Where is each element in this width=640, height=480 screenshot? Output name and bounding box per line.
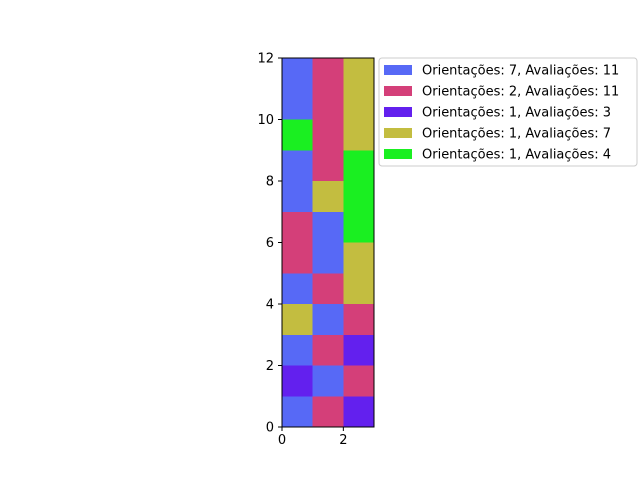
legend-swatch (384, 128, 412, 138)
legend-box (378, 57, 638, 167)
y-tick-label: 12 (257, 52, 274, 67)
heatmap-cell (312, 58, 344, 181)
heatmap-cell (282, 58, 313, 120)
heatmap-cells (282, 58, 374, 427)
x-tick-label: 0 (278, 433, 286, 448)
heatmap-cell (312, 304, 344, 335)
legend-swatch (384, 65, 412, 75)
legend-swatch (384, 149, 412, 159)
y-tick-label: 4 (266, 298, 274, 313)
heatmap-cell (282, 273, 313, 304)
heatmap-cell (282, 334, 313, 366)
y-tick-label: 8 (266, 175, 274, 190)
legend-label: Orientações: 1, Avaliações: 7 (422, 127, 611, 142)
heatmap-cell (343, 365, 374, 397)
legend-label: Orientações: 2, Avaliações: 11 (422, 85, 619, 100)
y-tick-label: 6 (266, 236, 274, 251)
legend-label: Orientações: 1, Avaliações: 4 (422, 148, 611, 163)
heatmap-cell (282, 150, 313, 212)
heatmap-cell (312, 211, 344, 274)
heatmap-cell (282, 304, 313, 335)
heatmap-cell (343, 58, 374, 151)
heatmap-cell (343, 334, 374, 366)
heatmap-cell (282, 119, 313, 151)
heatmap-cell (343, 396, 374, 427)
heatmap-cell (312, 273, 344, 304)
legend: Orientações: 7, Avaliações: 11 Orientaçõe… (378, 57, 638, 167)
legend-swatch (384, 107, 412, 117)
heatmap-cell (343, 242, 374, 304)
heatmap-cell (312, 334, 344, 366)
legend-label: Orientações: 7, Avaliações: 11 (422, 64, 619, 79)
heatmap-cell (312, 181, 344, 212)
heatmap-cell (282, 211, 313, 274)
y-tick-label: 0 (266, 421, 274, 436)
legend-label: Orientações: 1, Avaliações: 3 (422, 106, 611, 121)
heatmap-cell (312, 365, 344, 397)
axis-ticks: 0 2 0 2 4 6 8 10 12 (257, 52, 347, 449)
y-tick-label: 2 (266, 359, 274, 374)
x-tick-label: 2 (339, 433, 347, 448)
y-tick-label: 10 (257, 113, 274, 128)
heatmap-cell (282, 396, 313, 427)
heatmap-cell (282, 365, 313, 397)
legend-swatch (384, 86, 412, 96)
heatmap-cell (312, 396, 344, 427)
heatmap-cell (343, 150, 374, 243)
heatmap-cell (343, 304, 374, 335)
